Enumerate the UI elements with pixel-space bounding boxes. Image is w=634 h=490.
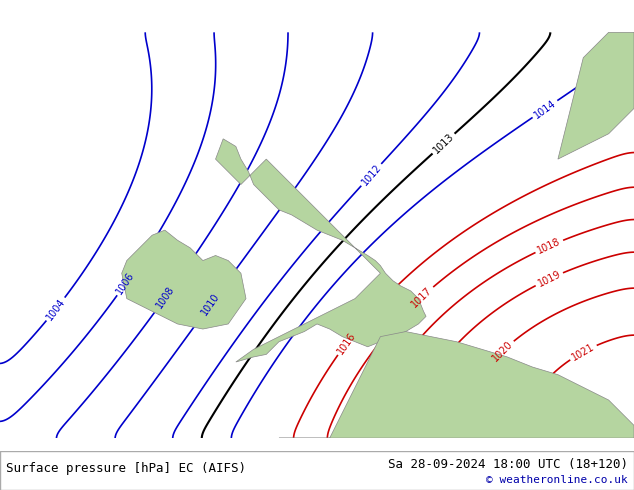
Text: 1020: 1020 — [490, 339, 515, 363]
Text: 1018: 1018 — [536, 237, 562, 256]
Polygon shape — [216, 139, 426, 362]
Polygon shape — [122, 230, 246, 329]
Text: 1014: 1014 — [532, 98, 558, 120]
Text: 1010: 1010 — [200, 291, 222, 317]
Polygon shape — [558, 32, 634, 159]
Polygon shape — [279, 332, 634, 438]
Text: 1016: 1016 — [335, 330, 358, 356]
Text: Surface pressure [hPa] EC (AIFS): Surface pressure [hPa] EC (AIFS) — [6, 462, 247, 475]
Text: 1012: 1012 — [359, 162, 383, 187]
Text: 1006: 1006 — [115, 270, 136, 296]
Text: 1021: 1021 — [570, 342, 596, 363]
Text: 1004: 1004 — [44, 296, 67, 322]
Text: © weatheronline.co.uk: © weatheronline.co.uk — [486, 475, 628, 485]
Text: Sa 28-09-2024 18:00 UTC (18+120): Sa 28-09-2024 18:00 UTC (18+120) — [387, 458, 628, 471]
Text: 1017: 1017 — [410, 285, 434, 309]
Text: 1008: 1008 — [155, 284, 177, 310]
Text: 1013: 1013 — [431, 131, 456, 156]
Text: 1019: 1019 — [536, 269, 562, 289]
